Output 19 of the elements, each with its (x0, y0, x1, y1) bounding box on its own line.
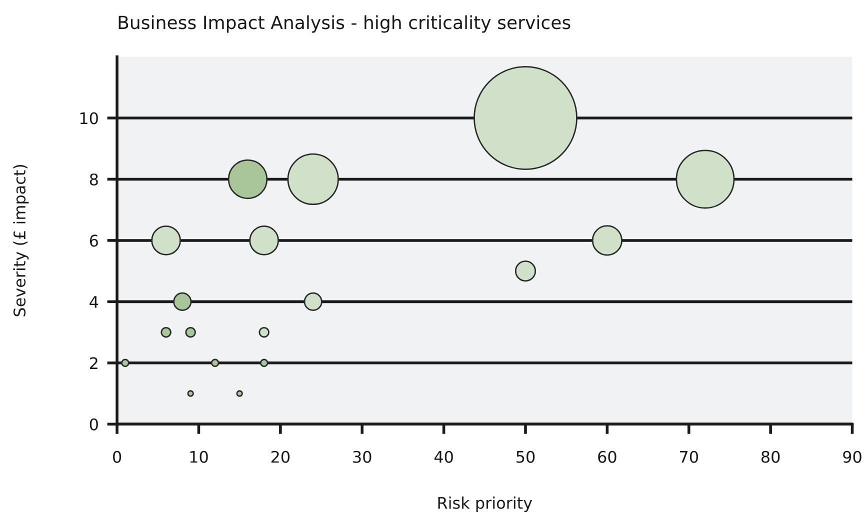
chart-title: Business Impact Analysis - high criticality services (118, 15, 570, 33)
x-axis-title: Risk priority (438, 496, 532, 512)
x-tick-label: 50 (516, 450, 535, 463)
x-tick-label: 70 (680, 450, 698, 463)
y-tick-label: 2 (90, 357, 98, 369)
x-tick-label: 90 (843, 450, 862, 463)
y-axis-title: Severity (£ impact) (13, 164, 29, 316)
y-tick-label: 4 (90, 296, 98, 308)
x-tick-label: 30 (353, 450, 372, 463)
y-tick-label: 6 (90, 234, 98, 247)
x-tick-label: 20 (271, 450, 290, 463)
y-tick-label: 8 (90, 173, 98, 186)
y-tick-label: 0 (90, 418, 98, 430)
x-tick-label: 40 (434, 450, 453, 463)
x-tick-label: 80 (761, 450, 780, 463)
x-tick-label: 10 (190, 450, 208, 463)
x-tick-label: 60 (598, 450, 616, 463)
x-tick-label: 0 (113, 450, 122, 463)
y-tick-label: 10 (80, 112, 98, 124)
